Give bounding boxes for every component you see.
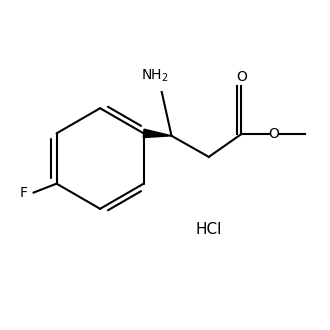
Text: O: O xyxy=(268,127,279,141)
Polygon shape xyxy=(143,129,172,138)
Text: F: F xyxy=(20,185,28,200)
Text: NH$_2$: NH$_2$ xyxy=(142,68,169,84)
Text: O: O xyxy=(236,70,247,84)
Text: HCl: HCl xyxy=(196,222,222,237)
